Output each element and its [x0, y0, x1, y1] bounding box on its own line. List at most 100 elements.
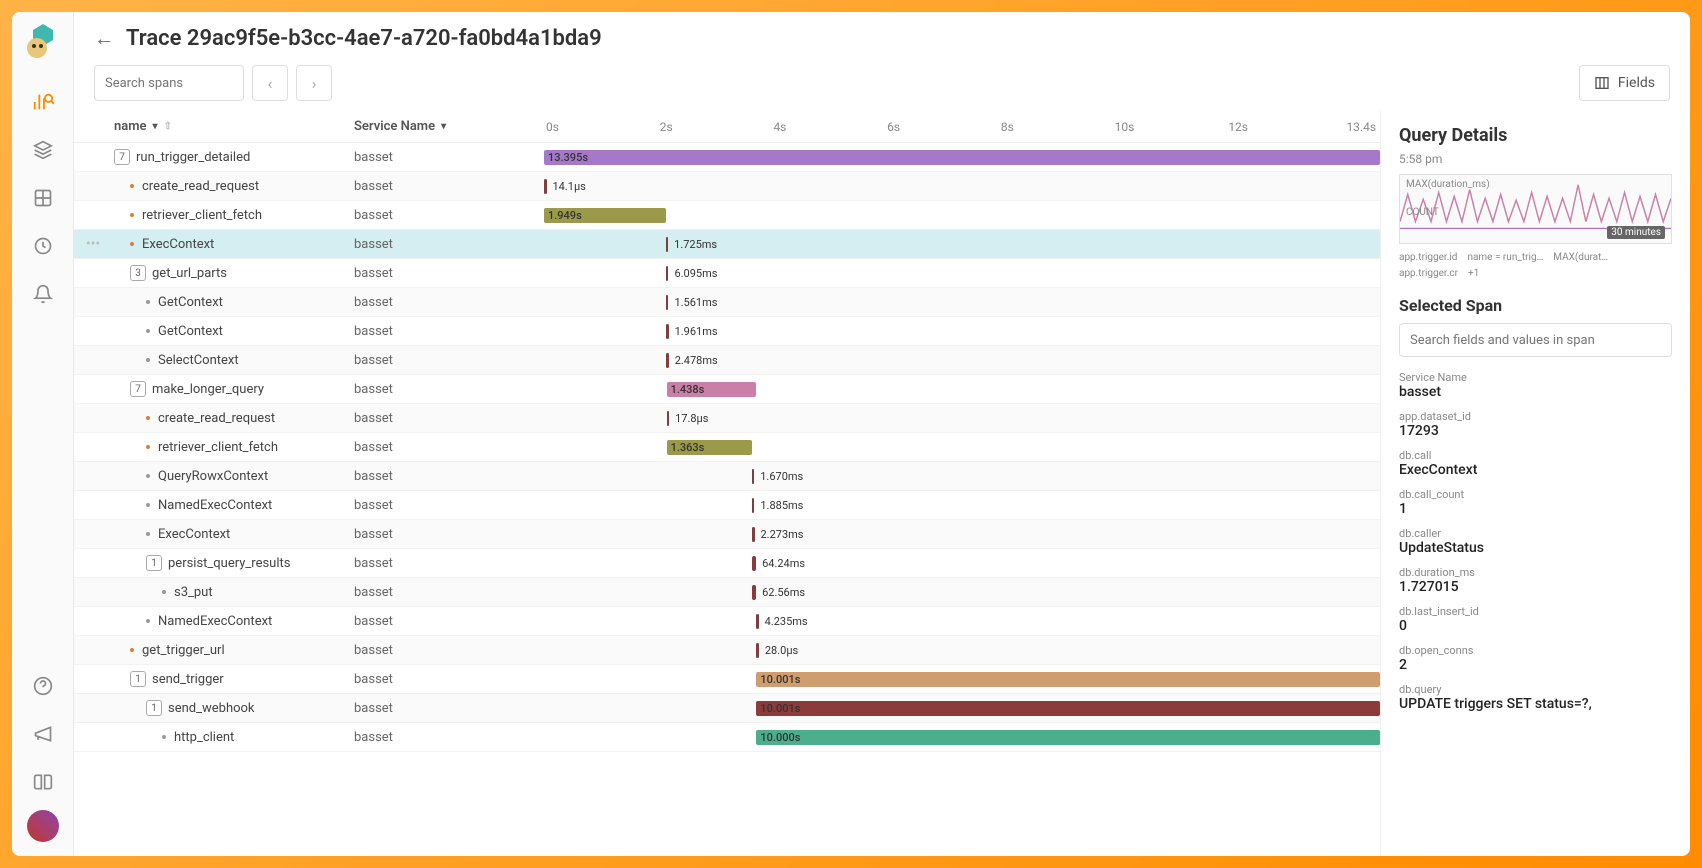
- span-duration-label: 1.949s: [544, 208, 666, 223]
- span-row[interactable]: •••create_read_requestbasset17.8µs: [74, 404, 1380, 433]
- span-duration-label: 62.56ms: [762, 585, 805, 600]
- span-duration-label: 1.725ms: [674, 237, 717, 252]
- span-row[interactable]: •••3get_url_partsbasset6.095ms: [74, 259, 1380, 288]
- child-count-badge[interactable]: 1: [130, 671, 146, 687]
- span-service: basset: [354, 353, 544, 368]
- child-count-badge[interactable]: 7: [130, 381, 146, 397]
- span-row[interactable]: •••QueryRowxContextbasset1.670ms: [74, 462, 1380, 491]
- nav-boards-icon[interactable]: [23, 178, 63, 218]
- span-bar: [544, 179, 547, 194]
- span-dot-icon: [146, 474, 150, 478]
- span-timeline: 1.725ms: [544, 230, 1380, 258]
- span-field: db.open_conns2: [1399, 644, 1672, 673]
- child-count-badge[interactable]: 7: [114, 149, 130, 165]
- back-arrow-icon[interactable]: ←: [94, 26, 114, 51]
- span-row[interactable]: •••http_clientbasset10.000s: [74, 723, 1380, 752]
- legend-item: app.trigger.cr: [1399, 268, 1458, 279]
- span-service: basset: [354, 469, 544, 484]
- span-row[interactable]: •••ExecContextbasset1.725ms: [74, 230, 1380, 259]
- span-row[interactable]: •••retriever_client_fetchbasset1.363s: [74, 433, 1380, 462]
- span-row[interactable]: •••GetContextbasset1.561ms: [74, 288, 1380, 317]
- span-name: NamedExecContext: [158, 498, 272, 513]
- field-value: 1.727015: [1399, 579, 1672, 595]
- span-row[interactable]: •••7make_longer_querybasset1.438s: [74, 375, 1380, 404]
- span-row[interactable]: •••retriever_client_fetchbasset1.949s: [74, 201, 1380, 230]
- span-field: app.dataset_id17293: [1399, 410, 1672, 439]
- span-row[interactable]: •••GetContextbasset1.961ms: [74, 317, 1380, 346]
- span-duration-label: 14.1µs: [553, 179, 586, 194]
- span-name: get_trigger_url: [142, 643, 225, 658]
- nav-query-icon[interactable]: [23, 82, 63, 122]
- span-row[interactable]: •••create_read_requestbasset14.1µs: [74, 172, 1380, 201]
- nav-alerts-icon[interactable]: [23, 274, 63, 314]
- fields-button[interactable]: Fields: [1579, 65, 1670, 101]
- nav-datasets-icon[interactable]: [23, 130, 63, 170]
- minimap-range-chip: 30 minutes: [1607, 226, 1665, 239]
- prev-span-button[interactable]: ‹: [252, 65, 288, 101]
- nav-help-icon[interactable]: [23, 666, 63, 706]
- child-count-badge[interactable]: 1: [146, 555, 162, 571]
- search-span-fields-input[interactable]: [1399, 323, 1672, 357]
- span-bar: [666, 324, 669, 339]
- span-name: GetContext: [158, 295, 223, 310]
- span-row[interactable]: •••7run_trigger_detailedbasset13.395s: [74, 143, 1380, 172]
- span-service: basset: [354, 295, 544, 310]
- timeline-tick: 8s: [999, 120, 1113, 134]
- span-row[interactable]: •••s3_putbasset62.56ms: [74, 578, 1380, 607]
- timeline-tick: 12s: [1226, 120, 1340, 134]
- span-service: basset: [354, 324, 544, 339]
- nav-announce-icon[interactable]: [23, 714, 63, 754]
- span-name: retriever_client_fetch: [158, 440, 278, 455]
- span-bar: [752, 469, 755, 484]
- span-row[interactable]: •••ExecContextbasset2.273ms: [74, 520, 1380, 549]
- span-row[interactable]: •••1send_webhookbasset10.001s: [74, 694, 1380, 723]
- column-header-name[interactable]: name ▾ ⇧: [74, 119, 354, 134]
- field-value: 2: [1399, 657, 1672, 673]
- child-count-badge[interactable]: 3: [130, 265, 146, 281]
- span-row[interactable]: •••get_trigger_urlbasset28.0µs: [74, 636, 1380, 665]
- span-row[interactable]: •••SelectContextbasset2.478ms: [74, 346, 1380, 375]
- span-timeline: 1.885ms: [544, 491, 1380, 519]
- span-name: run_trigger_detailed: [136, 150, 250, 165]
- span-row[interactable]: •••1send_triggerbasset10.001s: [74, 665, 1380, 694]
- span-service: basset: [354, 498, 544, 513]
- span-service: basset: [354, 382, 544, 397]
- field-label: app.dataset_id: [1399, 410, 1672, 423]
- span-duration-label: 2.478ms: [675, 353, 718, 368]
- column-header-service[interactable]: Service Name ▾: [354, 119, 544, 134]
- legend-item: name = run_trig…: [1467, 252, 1543, 263]
- logo: [23, 22, 63, 62]
- span-dot-icon: [146, 619, 150, 623]
- span-dot-icon: [146, 503, 150, 507]
- field-label: db.call_count: [1399, 488, 1672, 501]
- span-dot-icon: [130, 242, 134, 246]
- span-timeline: 4.235ms: [544, 607, 1380, 635]
- user-avatar[interactable]: [27, 810, 59, 842]
- search-spans-input[interactable]: [94, 65, 244, 101]
- span-dot-icon: [146, 532, 150, 536]
- query-details-time: 5:58 pm: [1399, 152, 1672, 166]
- query-minimap[interactable]: MAX(duration_ms) COUNT 30 minutes: [1399, 174, 1672, 244]
- span-name: create_read_request: [142, 179, 259, 194]
- span-dot-icon: [162, 735, 166, 739]
- nav-history-icon[interactable]: [23, 226, 63, 266]
- span-row[interactable]: •••NamedExecContextbasset4.235ms: [74, 607, 1380, 636]
- nav-docs-icon[interactable]: [23, 762, 63, 802]
- span-row[interactable]: •••1persist_query_resultsbasset64.24ms: [74, 549, 1380, 578]
- span-name: make_longer_query: [152, 382, 264, 397]
- field-value: basset: [1399, 384, 1672, 400]
- span-timeline: 64.24ms: [544, 549, 1380, 577]
- span-duration-label: 64.24ms: [762, 556, 805, 571]
- span-name: GetContext: [158, 324, 223, 339]
- next-span-button[interactable]: ›: [296, 65, 332, 101]
- span-name: retriever_client_fetch: [142, 208, 262, 223]
- span-timeline: 17.8µs: [544, 404, 1380, 432]
- span-name: send_trigger: [152, 672, 224, 687]
- child-count-badge[interactable]: 1: [146, 700, 162, 716]
- field-value: 17293: [1399, 423, 1672, 439]
- span-duration-label: 1.961ms: [675, 324, 718, 339]
- span-duration-label: 4.235ms: [765, 614, 808, 629]
- span-row[interactable]: •••NamedExecContextbasset1.885ms: [74, 491, 1380, 520]
- timeline-tick: 2s: [658, 120, 772, 134]
- span-service: basset: [354, 556, 544, 571]
